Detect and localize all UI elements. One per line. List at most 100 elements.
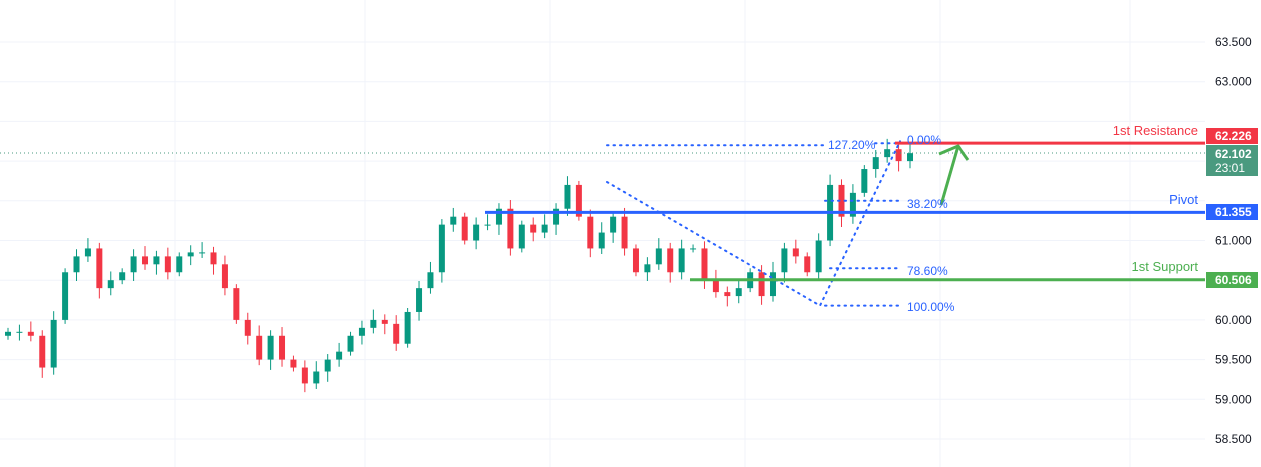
candle xyxy=(16,324,23,341)
candle xyxy=(587,209,594,258)
candle-body xyxy=(587,216,594,249)
candle-body xyxy=(461,216,468,241)
candle-body xyxy=(336,351,343,360)
candle xyxy=(530,217,537,242)
candle xyxy=(96,242,103,299)
candle-body xyxy=(872,157,879,170)
candle xyxy=(279,327,286,367)
candle xyxy=(712,269,719,298)
candle-body xyxy=(244,319,251,336)
candle-body xyxy=(735,288,742,297)
candle xyxy=(107,271,114,296)
y-tick-label: 59.000 xyxy=(1215,392,1252,406)
price-axis[interactable]: 63.500 63.000 61.000 60.000 59.500 59.000 58.5… xyxy=(1215,35,1252,446)
candle-body xyxy=(484,224,491,226)
candle-body xyxy=(39,335,46,368)
candle-body xyxy=(267,335,274,360)
candle-body xyxy=(861,169,868,193)
candle-body xyxy=(804,256,811,273)
candle-body xyxy=(667,248,674,273)
y-tick-label: 63.500 xyxy=(1215,35,1252,49)
candle xyxy=(267,330,274,370)
y-tick-label: 58.500 xyxy=(1215,432,1252,446)
candle-body xyxy=(815,240,822,273)
candle-body xyxy=(96,248,103,289)
candle-body xyxy=(27,331,34,336)
last-price: 62.102 xyxy=(1215,147,1252,161)
candle-body xyxy=(792,248,799,257)
candle xyxy=(27,321,34,342)
candle xyxy=(381,314,388,335)
candle xyxy=(564,176,571,216)
candle-body xyxy=(164,256,171,273)
support-price: 60.506 xyxy=(1215,273,1252,287)
candle-body xyxy=(370,319,377,328)
candle xyxy=(404,307,411,348)
candle xyxy=(621,207,628,256)
candle xyxy=(438,219,445,283)
candle-body xyxy=(518,224,525,249)
candle xyxy=(495,203,502,235)
candle-body xyxy=(153,256,160,265)
candle-body xyxy=(690,248,697,250)
candle xyxy=(769,261,776,302)
candle-body xyxy=(347,335,354,352)
candle-body xyxy=(530,224,537,233)
candles xyxy=(5,138,913,393)
candle-body xyxy=(495,208,502,225)
arrow-head-icon xyxy=(938,144,970,161)
candle-body xyxy=(119,272,126,281)
candle-body xyxy=(233,288,240,320)
candle xyxy=(895,143,902,172)
candle-body xyxy=(621,216,628,249)
candle xyxy=(575,180,582,221)
candle xyxy=(199,242,206,258)
arrow-shaft[interactable] xyxy=(939,145,960,206)
candle xyxy=(461,212,468,245)
support-label: 1st Support xyxy=(1132,259,1199,274)
candle xyxy=(598,222,605,254)
candle-body xyxy=(473,224,480,241)
candle-body xyxy=(507,208,514,249)
candle-body xyxy=(678,248,685,273)
candle-body xyxy=(16,331,23,333)
candle xyxy=(541,214,548,239)
level-lines[interactable] xyxy=(0,141,1205,282)
candle xyxy=(50,311,57,375)
candle xyxy=(84,238,91,262)
candle xyxy=(473,217,480,250)
candle-body xyxy=(50,319,57,368)
candle xyxy=(758,265,765,305)
candle-body xyxy=(758,272,765,297)
candle-body xyxy=(73,256,80,273)
fib-label-100: 100.00% xyxy=(907,300,955,314)
last-price-tag xyxy=(1206,145,1258,176)
pivot-price-tag xyxy=(1206,204,1258,220)
candle xyxy=(233,284,240,324)
candle-body xyxy=(655,248,662,265)
candle-body xyxy=(256,335,263,360)
candle xyxy=(313,361,320,389)
candle xyxy=(221,255,228,296)
candle-body xyxy=(541,224,548,233)
candle xyxy=(701,241,708,289)
candle-body xyxy=(575,184,582,217)
candle xyxy=(724,286,731,307)
resistance-label: 1st Resistance xyxy=(1113,123,1198,138)
candle-body xyxy=(712,280,719,293)
candle-body xyxy=(199,252,206,254)
candle-body xyxy=(450,216,457,225)
fib-label-38: 38.20% xyxy=(907,197,948,211)
candle xyxy=(73,249,80,281)
candle xyxy=(153,250,160,275)
candle xyxy=(62,268,69,324)
y-tick-label: 60.000 xyxy=(1215,313,1252,327)
candle-body xyxy=(84,248,91,257)
candle-body xyxy=(5,331,11,336)
candle xyxy=(39,330,46,378)
candle-body xyxy=(781,248,788,273)
candle xyxy=(119,268,126,285)
candle xyxy=(872,149,879,178)
candle xyxy=(804,252,811,277)
